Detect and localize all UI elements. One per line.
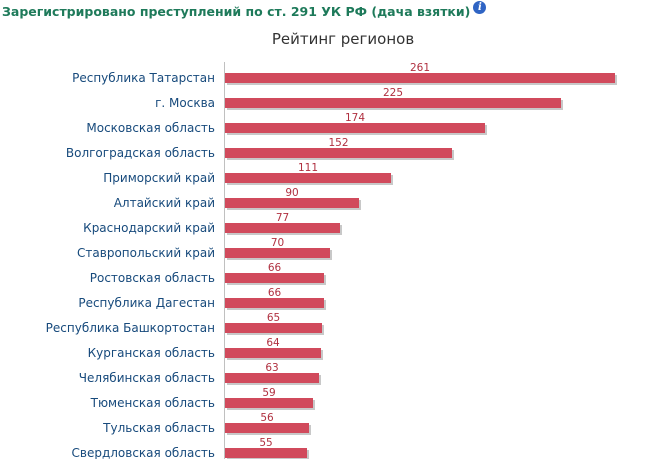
category-label: Ростовская область: [90, 271, 215, 285]
value-label: 66: [268, 262, 282, 274]
category-label: Курганская область: [88, 346, 215, 360]
bar[interactable]: [225, 398, 313, 408]
category-label: Тульская область: [102, 421, 215, 435]
category-label: Тюменская область: [90, 396, 215, 410]
category-label: Республика Дагестан: [78, 296, 215, 310]
bar-row: Краснодарский край 77: [83, 212, 342, 235]
bar-row: Алтайский край 90: [114, 187, 361, 210]
category-label: Челябинская область: [79, 371, 215, 385]
bar[interactable]: [225, 198, 359, 208]
bar-row: Волгоградская область 152: [66, 137, 454, 160]
value-label: 65: [267, 312, 280, 324]
value-label: 55: [259, 437, 272, 449]
bars-group: Республика Татарстан 261 г. Москва 225 Моско…: [46, 62, 617, 459]
bar[interactable]: [225, 148, 452, 158]
value-label: 152: [328, 137, 348, 149]
value-label: 111: [298, 162, 318, 174]
bar-row: Челябинская область 63: [79, 362, 321, 385]
bar-row: Ставропольский край 70: [77, 237, 332, 260]
bar[interactable]: [225, 348, 321, 358]
bar[interactable]: [225, 273, 324, 283]
value-label: 90: [285, 187, 298, 199]
bar[interactable]: [225, 448, 307, 458]
bar[interactable]: [225, 323, 322, 333]
bar[interactable]: [225, 298, 324, 308]
bar[interactable]: [225, 248, 330, 258]
category-label: Свердловская область: [72, 446, 216, 459]
value-label: 63: [265, 362, 278, 374]
bar-row: Свердловская область 55: [72, 437, 309, 459]
value-label: 174: [345, 112, 365, 124]
bar-row: Курганская область 64: [88, 337, 323, 360]
bar[interactable]: [225, 73, 615, 83]
category-label: Республика Башкортостан: [46, 321, 215, 335]
bar[interactable]: [225, 173, 391, 183]
bar[interactable]: [225, 423, 309, 433]
value-label: 261: [410, 62, 430, 74]
chart-header: Зарегистрировано преступлений по ст. 291…: [2, 0, 487, 21]
value-label: 70: [271, 237, 284, 249]
value-label: 59: [262, 387, 275, 399]
value-label: 64: [266, 337, 280, 349]
category-label: Приморский край: [103, 171, 215, 185]
category-label: г. Москва: [155, 96, 215, 110]
value-label: 225: [383, 87, 403, 99]
category-label: Московская область: [86, 121, 215, 135]
value-label: 56: [260, 412, 274, 424]
bar-row: Республика Татарстан 261: [72, 62, 617, 85]
chart-title: Рейтинг регионов: [272, 30, 414, 48]
bar[interactable]: [225, 373, 319, 383]
bar-row: Приморский край 111: [103, 162, 393, 185]
bar-row: г. Москва 225: [155, 87, 563, 110]
value-label: 77: [276, 212, 289, 224]
bar-row: Тульская область 56: [102, 412, 311, 435]
chart-header-title: Зарегистрировано преступлений по ст. 291…: [2, 3, 471, 19]
info-icon[interactable]: i: [473, 0, 487, 14]
bar-row: Ростовская область 66: [90, 262, 326, 285]
bar[interactable]: [225, 223, 340, 233]
bar-row: Московская область 174: [86, 112, 487, 135]
bar[interactable]: [225, 98, 561, 108]
bar-row: Республика Башкортостан 65: [46, 312, 324, 335]
category-label: Алтайский край: [114, 196, 215, 210]
bar-row: Республика Дагестан 66: [78, 287, 326, 310]
bar[interactable]: [225, 123, 485, 133]
category-label: Краснодарский край: [83, 221, 215, 235]
category-label: Республика Татарстан: [72, 71, 215, 85]
category-label: Ставропольский край: [77, 246, 215, 260]
bar-row: Тюменская область 59: [90, 387, 315, 410]
value-label: 66: [268, 287, 282, 299]
category-label: Волгоградская область: [66, 146, 215, 160]
